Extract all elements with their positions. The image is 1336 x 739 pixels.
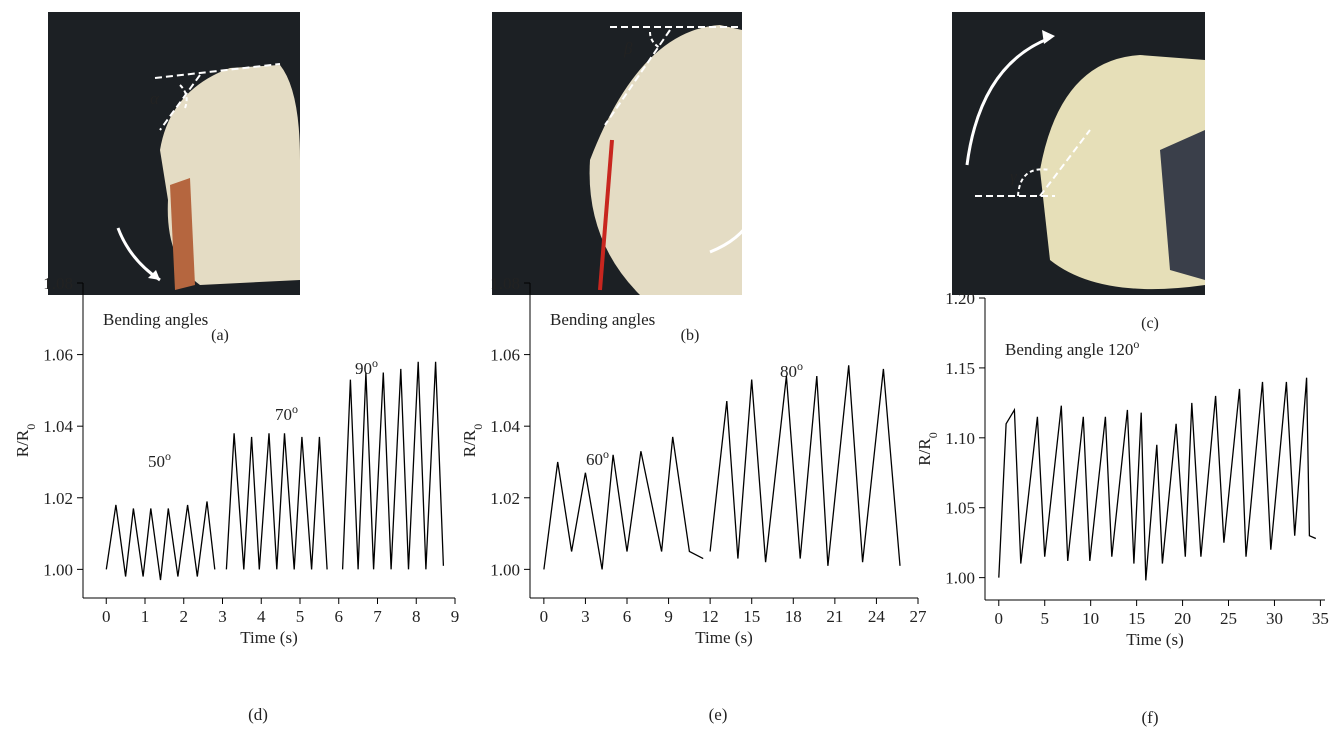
annotation-text: 80 <box>780 362 797 381</box>
x-tick-label: 10 <box>1082 609 1099 628</box>
x-tick-label: 4 <box>257 607 266 626</box>
y-tick-label: 1.15 <box>945 359 975 378</box>
x-tick-label: 3 <box>581 607 590 626</box>
x-tick-label: 30 <box>1266 609 1283 628</box>
photo-a: α <box>48 12 300 295</box>
x-tick-label: 0 <box>540 607 549 626</box>
annotation-text: Bending angles <box>103 310 208 329</box>
x-tick-label: 0 <box>102 607 111 626</box>
y-label-main: R/R <box>915 438 934 466</box>
x-tick-label: 24 <box>868 607 886 626</box>
y-tick-label: 1.02 <box>43 489 73 508</box>
annotation-text: 70 <box>275 405 292 424</box>
annotation-text: Bending angles <box>550 310 655 329</box>
panel-label: (d) <box>248 705 268 724</box>
x-tick-label: 9 <box>451 607 460 626</box>
y-label-sub: 0 <box>24 424 38 430</box>
figure: α (a) β (b) γ (c) 1.001.021.041.061.0801… <box>0 0 1336 739</box>
x-tick-label: 3 <box>218 607 227 626</box>
y-axis-label: R/R0 <box>915 432 940 465</box>
y-tick-label: 1.06 <box>43 346 73 365</box>
y-label-main: R/R <box>13 429 32 457</box>
panel-label: (b) <box>681 327 700 344</box>
annotation-text: 60 <box>586 450 603 469</box>
annotation: Bending angle 120o <box>1005 337 1139 359</box>
y-tick-label: 1.05 <box>945 499 975 518</box>
y-tick-label: 1.00 <box>945 569 975 588</box>
x-tick-label: 5 <box>1040 609 1049 628</box>
x-axis-label: Time (s) <box>1126 630 1183 649</box>
x-tick-label: 6 <box>623 607 632 626</box>
y-tick-label: 1.02 <box>490 489 520 508</box>
x-tick-label: 5 <box>296 607 305 626</box>
annotation-sup: o <box>372 356 378 370</box>
photo-b: β <box>492 12 755 295</box>
annotation-sup: o <box>603 447 609 461</box>
x-axis-label: Time (s) <box>695 628 752 647</box>
x-tick-label: 27 <box>910 607 928 626</box>
y-tick-label: 1.08 <box>43 274 73 293</box>
x-tick-label: 15 <box>1128 609 1145 628</box>
panel-label: (c) <box>1141 315 1159 332</box>
x-tick-label: 8 <box>412 607 421 626</box>
x-tick-label: 35 <box>1312 609 1329 628</box>
panel-label: (e) <box>709 705 728 724</box>
x-tick-label: 18 <box>785 607 802 626</box>
annotation-text: Bending angle 120 <box>1005 340 1133 359</box>
annotation-text: 90 <box>355 359 372 378</box>
panel-label: (a) <box>211 327 229 344</box>
annotation-sup: o <box>1133 337 1139 351</box>
x-tick-label: 0 <box>995 609 1004 628</box>
angle-label: β <box>623 39 633 58</box>
x-tick-label: 20 <box>1174 609 1191 628</box>
y-tick-label: 1.06 <box>490 346 520 365</box>
page: α (a) β (b) γ (c) 1.001.021.041.061.0801… <box>0 0 1336 739</box>
x-tick-label: 25 <box>1220 609 1237 628</box>
annotation: Bending angles <box>103 310 208 329</box>
x-tick-label: 21 <box>826 607 843 626</box>
annotation: Bending angles <box>550 310 655 329</box>
angle-label: α <box>150 89 160 108</box>
x-tick-label: 9 <box>664 607 673 626</box>
x-tick-label: 2 <box>180 607 189 626</box>
y-label-sub: 0 <box>926 432 940 438</box>
data-line <box>999 378 1316 581</box>
y-tick-label: 1.00 <box>43 560 73 579</box>
annotation: 70o <box>275 402 298 424</box>
y-label-sub: 0 <box>471 424 485 430</box>
x-tick-label: 6 <box>335 607 344 626</box>
y-tick-label: 1.10 <box>945 429 975 448</box>
x-tick-label: 12 <box>702 607 719 626</box>
x-tick-label: 7 <box>373 607 382 626</box>
annotation: 80o <box>780 359 803 381</box>
y-axis-label: R/R0 <box>460 424 485 457</box>
annotation-sup: o <box>292 402 298 416</box>
y-tick-label: 1.00 <box>490 560 520 579</box>
annotation-text: 50 <box>148 452 165 471</box>
y-tick-label: 1.20 <box>945 289 975 308</box>
x-tick-label: 15 <box>743 607 760 626</box>
y-label-main: R/R <box>460 429 479 457</box>
x-axis-label: Time (s) <box>240 628 297 647</box>
annotation: 60o <box>586 447 609 469</box>
y-tick-label: 1.04 <box>490 417 520 436</box>
y-tick-label: 1.04 <box>43 417 73 436</box>
annotation-sup: o <box>797 359 803 373</box>
photo-c: γ <box>952 12 1205 295</box>
y-tick-label: 1.08 <box>490 274 520 293</box>
annotation: 50o <box>148 449 171 471</box>
annotation-sup: o <box>165 449 171 463</box>
panel-label: (f) <box>1142 708 1159 727</box>
x-tick-label: 1 <box>141 607 150 626</box>
y-axis-label: R/R0 <box>13 424 38 457</box>
